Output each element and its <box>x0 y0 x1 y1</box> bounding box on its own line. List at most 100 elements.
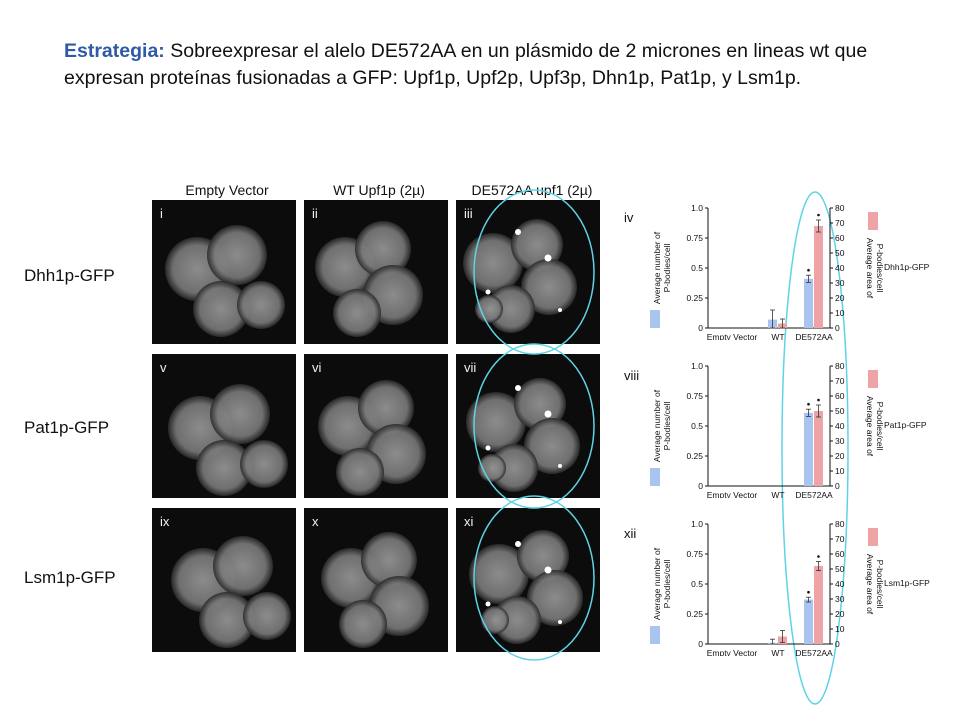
category-label: WT <box>771 648 784 656</box>
yeast-cell <box>358 380 414 436</box>
error-bar <box>780 318 785 329</box>
title-label: Estrategia: <box>64 40 165 62</box>
tick-label-right: 20 <box>835 451 845 461</box>
legend-swatch-number <box>650 626 660 644</box>
bar-chart: iv 0 0.25 0.5 0.75 1.0 0 10 20 30 40 50 60 70 80 Averag… <box>624 203 930 340</box>
micrograph-panel: i <box>152 200 296 344</box>
yeast-cells <box>463 219 577 333</box>
yeast-cell <box>213 536 273 596</box>
y-axis-label-left: P-bodies/cell <box>662 244 672 293</box>
yeast-cell <box>361 532 417 588</box>
p-body-spot <box>544 254 552 262</box>
tick-label-right: 30 <box>835 594 845 604</box>
title-text: Sobreexpresar el alelo DE572AA en un plá… <box>64 40 868 89</box>
tick-label-right: 80 <box>835 361 845 371</box>
yeast-cells <box>171 536 291 648</box>
micrograph-panel: vii <box>456 354 600 498</box>
row-label-pat1p: Pat1p-GFP <box>24 418 110 437</box>
yeast-cell <box>193 281 249 337</box>
tick-label-right: 50 <box>835 248 845 258</box>
error-bar <box>816 219 821 233</box>
significance-marker <box>817 555 820 558</box>
error-bar <box>780 630 785 643</box>
panel-label: ix <box>160 514 170 529</box>
category-label: DE572AA <box>795 648 833 656</box>
chart-legend-label: Lsm1p-GFP <box>884 578 930 588</box>
tick-label-left: 0 <box>698 481 703 491</box>
yeast-cells <box>469 530 583 644</box>
tick-label-left: 0.75 <box>686 233 703 243</box>
tick-label-right: 70 <box>835 218 845 228</box>
tick-label-right: 60 <box>835 391 845 401</box>
micrograph-panel: ii <box>304 200 448 344</box>
error-bar <box>816 561 821 571</box>
yeast-cells <box>318 380 426 496</box>
y-axis-label-left: Average number of <box>652 231 662 304</box>
tick-label-left: 1.0 <box>691 203 703 213</box>
row-label-dhh1p: Dhh1p-GFP <box>24 266 115 285</box>
tick-label-right: 0 <box>835 639 840 649</box>
bar <box>814 226 823 328</box>
chart-legend-label: Pat1p-GFP <box>884 420 927 430</box>
tick-label-right: 40 <box>835 421 845 431</box>
tick-label-right: 0 <box>835 323 840 333</box>
chart-legend-label: Dhh1p-GFP <box>884 262 930 272</box>
category-label: WT <box>771 490 784 498</box>
p-body-spot <box>485 601 491 607</box>
yeast-cells <box>165 225 285 337</box>
panel-label: iii <box>464 206 473 221</box>
tick-label-left: 0.25 <box>686 293 703 303</box>
tick-label-left: 0.75 <box>686 549 703 559</box>
yeast-cell <box>481 606 509 634</box>
y-axis-label-right: P-bodies/cell <box>875 402 885 451</box>
significance-marker <box>817 213 820 217</box>
row-label-lsm1p: Lsm1p-GFP <box>24 568 116 587</box>
yeast-cell <box>237 281 285 329</box>
legend-swatch-number <box>650 468 660 486</box>
tick-label-right: 40 <box>835 579 845 589</box>
yeast-cells <box>315 221 423 337</box>
category-label: Empty Vector <box>707 648 758 656</box>
column-header-empty-vector: Empty Vector <box>185 182 269 198</box>
tick-label-right: 40 <box>835 263 845 273</box>
column-header-de572aa: DE572AA upf1 (2µ) <box>471 182 593 198</box>
bar-chart: xii 0 0.25 0.5 0.75 1.0 0 10 20 30 40 50 60 70 80 Avera… <box>624 519 930 656</box>
tick-label-left: 1.0 <box>691 519 703 529</box>
tick-label-right: 80 <box>835 203 845 213</box>
tick-label-right: 60 <box>835 233 845 243</box>
micrograph-panel: iii <box>456 200 600 344</box>
yeast-cells <box>168 384 288 496</box>
micrograph-panel: xi <box>456 508 600 652</box>
category-label: WT <box>771 332 784 340</box>
category-label: DE572AA <box>795 490 833 498</box>
significance-marker <box>807 268 810 272</box>
panel-label: v <box>160 360 167 375</box>
yeast-cell <box>207 225 267 285</box>
y-axis-label-right: Average area of <box>865 238 875 299</box>
panel-label: vi <box>312 360 322 375</box>
tick-label-left: 0 <box>698 323 703 333</box>
yeast-cells <box>321 532 429 648</box>
p-body-spot <box>558 620 562 624</box>
category-label: Empty Vector <box>707 490 758 498</box>
tick-label-left: 0.75 <box>686 391 703 401</box>
yeast-cell <box>339 600 387 648</box>
y-axis-label-right: P-bodies/cell <box>875 244 885 293</box>
legend-swatch-area <box>868 370 878 388</box>
slide-title: Estrategia: Sobreexpresar el alelo DE572… <box>64 38 924 92</box>
legend-swatch-area <box>868 528 878 546</box>
micrograph-panel: x <box>304 508 448 652</box>
p-body-spot <box>515 229 521 235</box>
tick-label-right: 10 <box>835 624 845 634</box>
tick-label-left: 0 <box>698 639 703 649</box>
yeast-cell <box>240 440 288 488</box>
p-body-spot <box>558 464 562 468</box>
panel-label: vii <box>464 360 477 375</box>
y-axis-label-right: Average area of <box>865 396 875 457</box>
yeast-cell <box>199 592 255 648</box>
y-axis-label-left: Average number of <box>652 547 662 620</box>
yeast-cell <box>475 295 503 323</box>
tick-label-left: 1.0 <box>691 361 703 371</box>
tick-label-right: 20 <box>835 609 845 619</box>
yeast-cell <box>478 454 506 482</box>
